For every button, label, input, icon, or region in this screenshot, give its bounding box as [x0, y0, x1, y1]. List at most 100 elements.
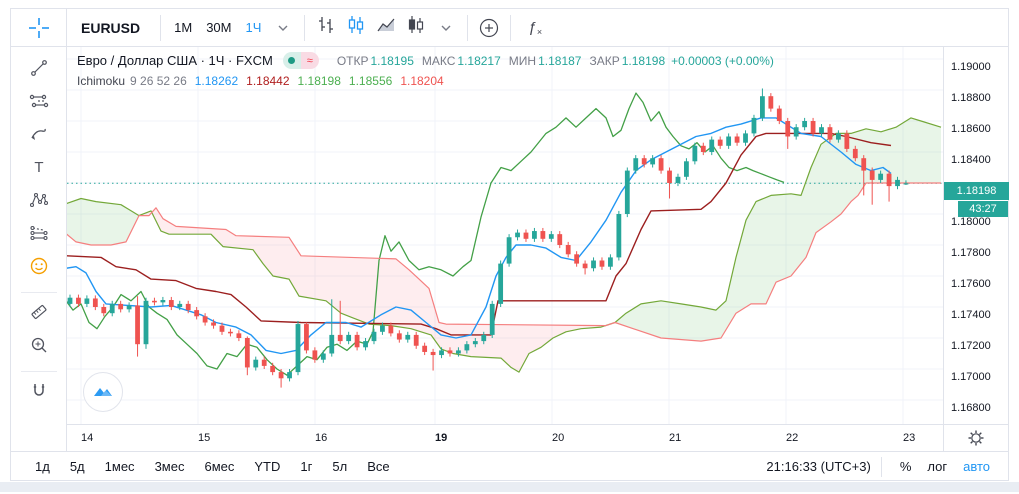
tradingview-logo-watermark[interactable] [83, 372, 123, 412]
price-axis-label: 1.17000 [951, 370, 991, 383]
bottom-toolbar: 1д 5д 1мес 3мес 6мес YTD 1г 5л Все 21:16:33 (UTC… [11, 451, 1008, 481]
price-axis-label: 1.19000 [951, 60, 991, 73]
brush-icon [29, 124, 49, 149]
senkou-b-line [67, 182, 941, 342]
candle-body [548, 234, 554, 239]
tool-zoom-in-button[interactable] [20, 332, 58, 362]
ichimoku-cloud [67, 198, 139, 245]
ohlc-value: 1.18217 [457, 53, 501, 68]
range-button-5л[interactable]: 5л [332, 459, 348, 474]
tool-text-button[interactable]: T [20, 154, 58, 184]
chart-window: EURUSD 1M 30M 1Ч ƒ× T [10, 8, 1009, 481]
indicators-button[interactable]: ƒ× [517, 14, 553, 42]
indicator-name[interactable]: Ichimoku [77, 74, 126, 88]
chart-legend: Евро / Доллар США · 1Ч · FXCM ≈ ОТКР 1.18… [77, 52, 774, 88]
forecast-icon [29, 223, 49, 248]
timeframe-dropdown-button[interactable] [268, 14, 298, 42]
candle-body [244, 338, 250, 368]
candle-body [261, 359, 267, 366]
candle-body [692, 145, 698, 162]
candle-body [624, 170, 630, 214]
data-status-pill[interactable]: ≈ [282, 52, 319, 69]
range-button-Все[interactable]: Все [367, 459, 390, 474]
timeframe-group: 1M 30M 1Ч [167, 16, 268, 39]
candle-body [565, 245, 571, 255]
chart-type-button-hollow-candles[interactable] [401, 14, 431, 42]
log-scale-button[interactable]: лог [927, 459, 948, 474]
range-button-1д[interactable]: 1д [35, 459, 50, 474]
candle-body [405, 334, 411, 340]
candle-body [751, 117, 757, 134]
compare-button[interactable] [474, 14, 504, 42]
candle-body [92, 298, 98, 307]
candle-body [481, 334, 487, 342]
candle-body [388, 325, 394, 334]
candle-body [633, 158, 639, 171]
tool-xabcd-pattern-button[interactable] [20, 187, 58, 217]
crosshair-tool-button[interactable] [11, 9, 67, 46]
symbol-button[interactable]: EURUSD [81, 19, 141, 36]
candle-body [819, 127, 824, 134]
ohlc-label: ЗАКР [589, 53, 620, 68]
chart-pane[interactable]: Евро / Доллар США · 1Ч · FXCM ≈ ОТКР 1.18… [67, 47, 943, 424]
auto-scale-button[interactable]: авто [963, 459, 990, 474]
percent-scale-button[interactable]: % [899, 459, 912, 474]
emoji-icon [29, 256, 49, 281]
price-axis-label: 1.17200 [951, 339, 991, 352]
price-axis-label: 1.16800 [951, 401, 991, 414]
tool-brush-button[interactable] [20, 121, 58, 151]
range-button-6мес[interactable]: 6мес [204, 459, 235, 474]
range-button-1г[interactable]: 1г [300, 459, 313, 474]
candle-body [726, 136, 732, 146]
tool-trend-line-button[interactable] [20, 55, 58, 85]
candle-body [878, 173, 884, 180]
candle-body [202, 316, 208, 323]
mountain-logo-icon [94, 388, 112, 396]
tool-magnet-button[interactable] [20, 378, 58, 408]
delayed-data-icon: ≈ [300, 52, 319, 69]
time-axis-label: 23 [903, 432, 916, 444]
sidebar-divider [20, 292, 57, 293]
range-button-5д[interactable]: 5д [69, 459, 85, 474]
timeframe-button-30m[interactable]: 30M [206, 20, 232, 35]
zoom-in-icon [29, 335, 49, 360]
range-button-3мес[interactable]: 3мес [154, 459, 185, 474]
ruler-icon [29, 302, 49, 327]
candle-body [380, 325, 385, 332]
candle-body [253, 359, 259, 368]
price-chart-canvas[interactable] [67, 47, 943, 424]
candle-body [532, 231, 537, 239]
tool-forecast-button[interactable] [20, 220, 58, 250]
time-axis-label: 16 [315, 432, 328, 444]
clock[interactable]: 21:16:33 (UTC+3) [766, 459, 871, 474]
candle-body [852, 148, 858, 159]
chart-type-button-bars[interactable] [311, 14, 341, 42]
indicator-value: 1.18556 [348, 74, 393, 88]
tool-fib-retracement-button[interactable] [20, 88, 58, 118]
candle-body [396, 333, 402, 340]
candle-body [354, 334, 360, 348]
price-axis[interactable]: 1.19000 1.18800 1.18600 1.18400 1.18000 1.178… [943, 47, 1009, 424]
candle-body [371, 331, 377, 342]
fx-indicators-icon: ƒ× [528, 18, 543, 37]
candle-body [329, 334, 335, 354]
chikou-span-line [67, 92, 785, 376]
tool-ruler-button[interactable] [20, 299, 58, 329]
time-axis[interactable]: 14 15 16 19 20 21 22 23 [67, 424, 943, 451]
price-axis-label: 1.18800 [951, 91, 991, 104]
symbol-description[interactable]: Евро / Доллар США · 1Ч · FXCM [77, 53, 273, 68]
timeframe-button-1m[interactable]: 1M [174, 20, 193, 35]
price-axis-label: 1.18600 [951, 122, 991, 135]
chart-type-button-candles[interactable] [341, 14, 371, 42]
candle-body [84, 298, 90, 304]
chart-type-dropdown-button[interactable] [431, 14, 461, 42]
candle-body [895, 179, 900, 187]
chart-settings-button[interactable] [943, 424, 1008, 451]
candle-body [160, 300, 166, 303]
range-button-YTD[interactable]: YTD [254, 459, 281, 474]
chart-type-button-area[interactable] [371, 14, 401, 42]
page-bottom-strip [0, 482, 1019, 492]
timeframe-button-1ч[interactable]: 1Ч [245, 20, 262, 35]
range-button-1мес[interactable]: 1мес [104, 459, 135, 474]
tool-emoji-button[interactable] [20, 253, 58, 283]
